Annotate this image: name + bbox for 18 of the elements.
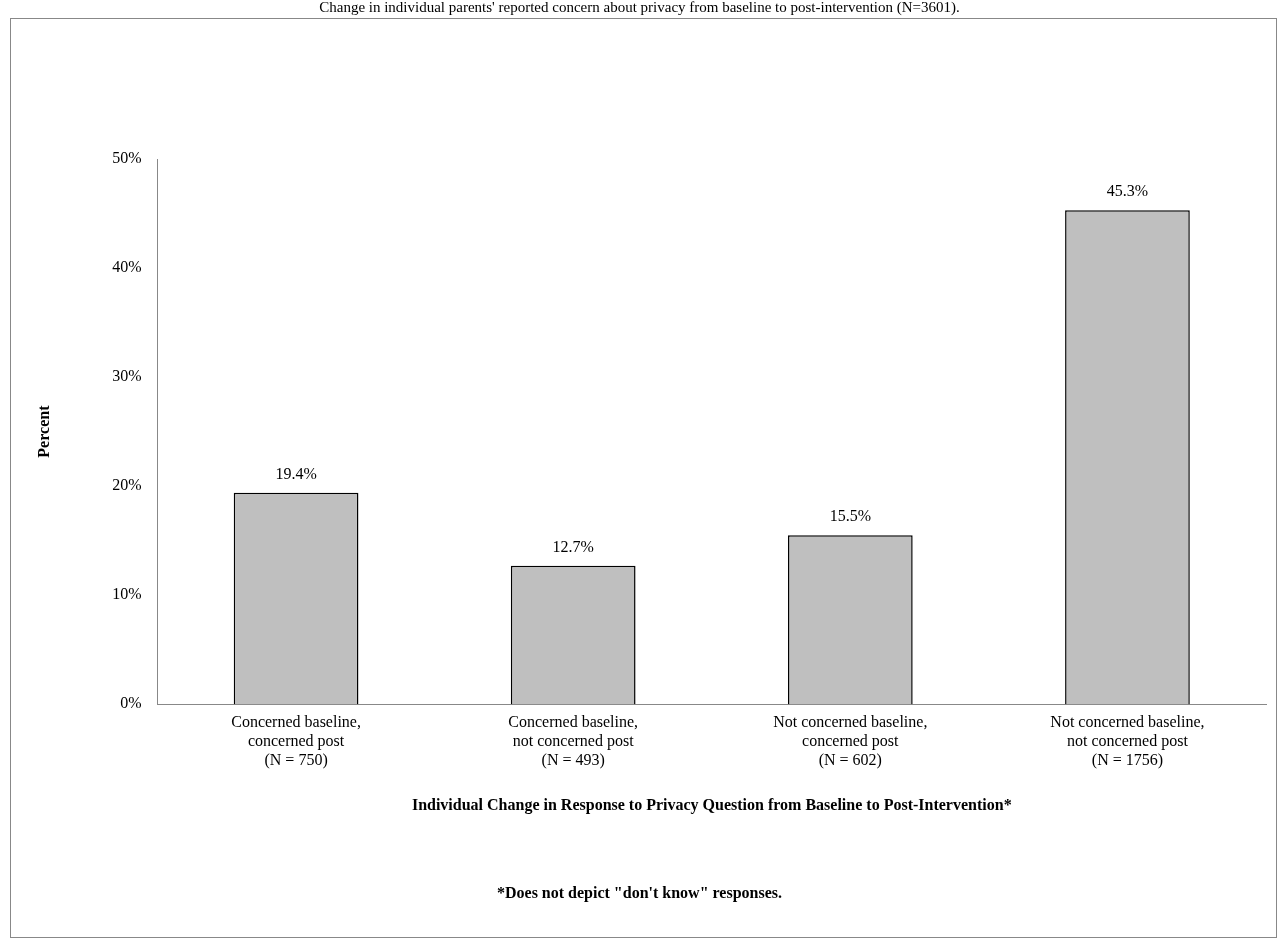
x-tick-label: Concerned baseline, not concerned post (N = 493) (508, 713, 639, 770)
data-label: 15.5% (829, 507, 871, 525)
chart-title: Change in individual parents' reported concern about privacy from baseline to post-intervention (N=3601). (318, 0, 961, 16)
y-tick-label: 0% (120, 694, 142, 712)
data-label: 45.3% (1106, 182, 1149, 200)
data-label: 19.4% (275, 464, 317, 482)
x-tick-label: Not concerned baseline, concerned post (N = 602) (773, 713, 928, 770)
text: *Does not depict "don't know" responses. (495, 884, 784, 902)
x-axis-title: Individual Change in Response to Privacy Question from Baseline to Post-Intervention* (411, 795, 1012, 814)
y-tick-label: 10% (112, 585, 142, 603)
data-label: 12.7% (552, 537, 594, 555)
y-tick-label: 20% (112, 476, 142, 494)
y-tick-label: 50% (112, 149, 142, 167)
x-tick-label: Concerned baseline, concerned post (N = 750) (231, 713, 361, 770)
y-tick-label: 30% (112, 367, 142, 385)
y-tick-label: 40% (112, 258, 142, 276)
x-tick-label: Not concerned baseline, not concerned post (N = 1756) (1050, 713, 1205, 770)
y-axis-title: Percent (34, 404, 52, 458)
